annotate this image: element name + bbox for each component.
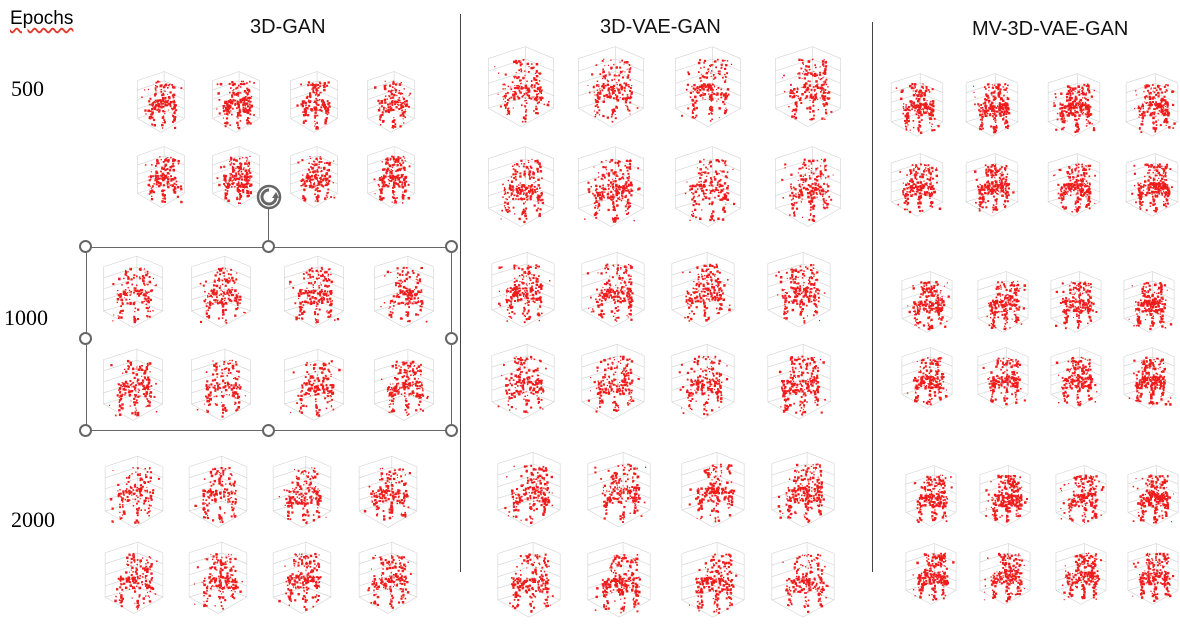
chair-voxel-thumbnail [1127,465,1179,527]
chair-voxel-thumbnail [775,46,841,127]
chair-voxel-thumbnail [374,348,434,421]
chair-voxel-thumbnail [905,465,957,527]
chair-voxel-thumbnail [578,146,644,227]
chair-voxel-thumbnail [675,146,741,227]
chair-voxel-thumbnail [212,146,260,208]
chair-voxel-thumbnail [901,271,953,333]
chair-voxel-thumbnail [890,153,944,217]
rotation-stem [268,205,269,247]
chair-voxel-thumbnail [771,452,835,528]
column-title-3d-vae-gan: 3D-VAE-GAN [600,16,721,38]
chair-voxel-thumbnail [491,344,555,420]
selection-box[interactable] [86,247,452,431]
chair-voxel-thumbnail [1125,153,1179,217]
chair-voxel-thumbnail [367,146,415,208]
chair-voxel-thumbnail [675,46,741,127]
resize-handle-bottom[interactable] [262,424,275,437]
chair-voxel-thumbnail [890,73,944,137]
chair-voxel-thumbnail [1050,271,1102,333]
chair-voxel-thumbnail [284,255,344,328]
chair-voxel-thumbnail [497,452,561,528]
chair-voxel-thumbnail [212,71,260,133]
chair-voxel-thumbnail [367,71,415,133]
chair-voxel-thumbnail [771,542,835,618]
chair-voxel-thumbnail [491,252,555,328]
chair-voxel-thumbnail [104,455,164,528]
chair-voxel-thumbnail [374,255,434,328]
chair-voxel-thumbnail [1055,465,1107,527]
chair-voxel-thumbnail [1123,271,1175,333]
chair-voxel-thumbnail [1127,543,1179,605]
resize-handle-top-left[interactable] [79,240,92,253]
chair-voxel-thumbnail [977,271,1029,333]
rotate-icon[interactable] [255,182,285,212]
chair-voxel-thumbnail [1050,347,1102,409]
chair-voxel-thumbnail [905,543,957,605]
chair-voxel-thumbnail [284,348,344,421]
chair-voxel-thumbnail [1055,543,1107,605]
chair-voxel-thumbnail [290,71,338,133]
resize-handle-right[interactable] [445,332,458,345]
row-label-500: 500 [11,76,44,101]
chair-voxel-thumbnail [767,344,831,420]
chair-voxel-thumbnail [681,452,745,528]
chair-voxel-thumbnail [488,146,554,227]
chair-voxel-thumbnail [188,541,248,614]
resize-handle-bottom-right[interactable] [445,424,458,437]
chair-voxel-thumbnail [979,465,1031,527]
chair-voxel-thumbnail [979,543,1031,605]
chair-voxel-thumbnail [137,71,185,133]
resize-handle-bottom-left[interactable] [79,424,92,437]
chair-voxel-thumbnail [358,541,418,614]
chair-voxel-thumbnail [775,146,841,227]
chair-voxel-thumbnail [290,146,338,208]
chair-voxel-thumbnail [965,153,1019,217]
chair-voxel-thumbnail [188,455,248,528]
epochs-axis-label: Epochs [10,8,74,29]
column-title-3d-gan: 3D-GAN [250,16,326,38]
column-divider-right [872,22,873,572]
resize-handle-top-right[interactable] [445,240,458,253]
chair-voxel-thumbnail [1047,153,1101,217]
chair-voxel-thumbnail [681,542,745,618]
chair-voxel-thumbnail [103,348,163,421]
chair-voxel-thumbnail [272,455,332,528]
chair-voxel-thumbnail [104,541,164,614]
resize-handle-left[interactable] [79,332,92,345]
chair-voxel-thumbnail [587,452,651,528]
column-divider-left [460,14,461,572]
chair-voxel-thumbnail [965,73,1019,137]
chair-voxel-thumbnail [191,255,251,328]
chair-voxel-thumbnail [671,252,735,328]
chair-voxel-thumbnail [497,542,561,618]
chair-voxel-thumbnail [578,46,644,127]
chair-voxel-thumbnail [671,344,735,420]
chair-voxel-thumbnail [977,347,1029,409]
chair-voxel-thumbnail [488,46,554,127]
chair-voxel-thumbnail [587,542,651,618]
chair-voxel-thumbnail [581,252,645,328]
resize-handle-top[interactable] [262,240,275,253]
chair-voxel-thumbnail [767,252,831,328]
chair-voxel-thumbnail [191,348,251,421]
chair-voxel-thumbnail [103,255,163,328]
chair-voxel-thumbnail [137,146,185,208]
column-title-mv-3d-vae-gan: MV-3D-VAE-GAN [972,18,1129,40]
chair-voxel-thumbnail [272,541,332,614]
chair-voxel-thumbnail [581,344,645,420]
chair-voxel-thumbnail [1047,73,1101,137]
chair-voxel-thumbnail [1123,347,1175,409]
chair-voxel-thumbnail [1125,73,1179,137]
chair-voxel-thumbnail [358,455,418,528]
row-label-2000: 2000 [11,507,55,532]
row-label-1000: 1000 [4,305,48,330]
chair-voxel-thumbnail [901,347,953,409]
